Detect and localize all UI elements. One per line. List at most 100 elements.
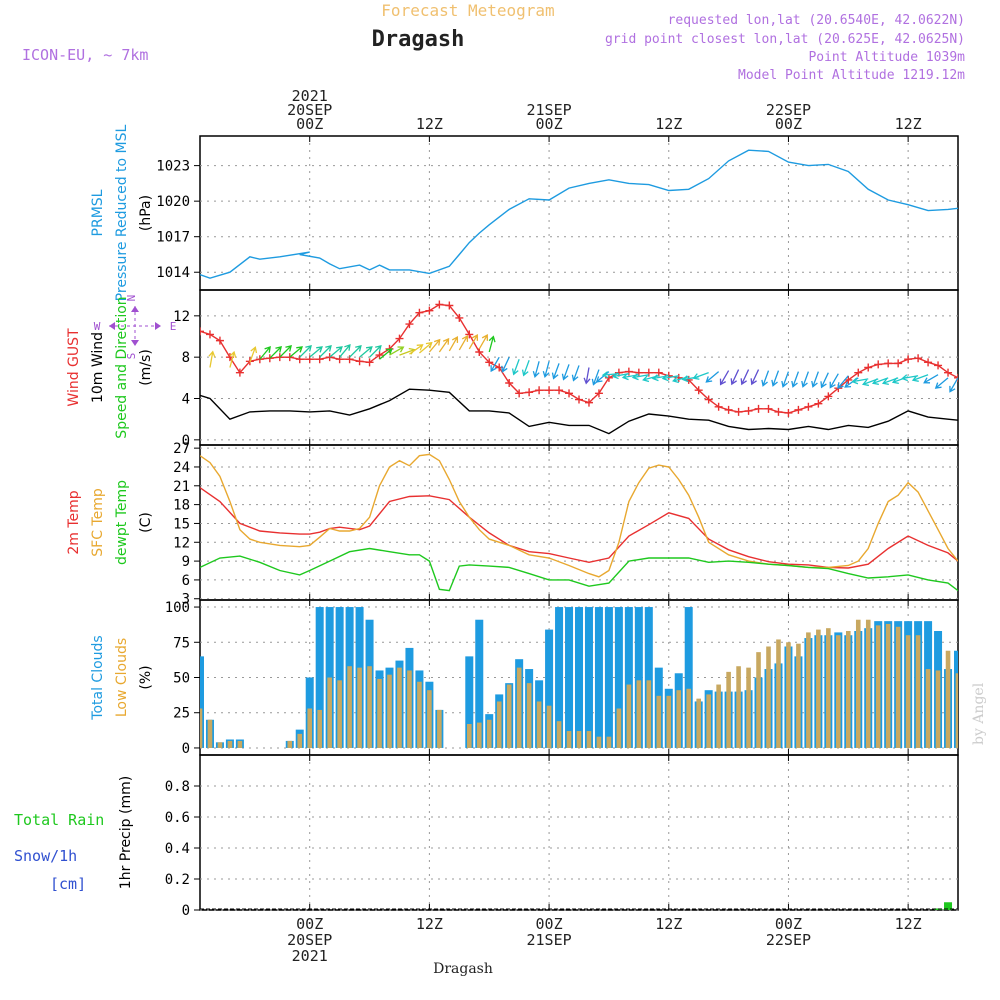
total-cloud-bar [315, 607, 324, 748]
y-axis-label: SFC Temp [90, 488, 106, 557]
gust-marker [235, 368, 244, 377]
low-cloud-bar [367, 666, 372, 748]
low-cloud-bar [656, 695, 662, 748]
wind-arrow [521, 360, 530, 377]
wind-arrow [871, 377, 889, 386]
wind-arrow [781, 371, 790, 388]
low-cloud-bar [536, 701, 542, 748]
low-cloud-bar [826, 628, 831, 748]
low-cloud-bar [626, 684, 632, 748]
total-cloud-bar [565, 607, 574, 748]
low-cloud-bar [217, 742, 223, 748]
y-axis-label: (hPa) [138, 195, 154, 231]
y-tick-label: 21 [173, 479, 190, 495]
low-cloud-bar [716, 684, 721, 748]
wind-arrow [208, 350, 216, 368]
low-cloud-bar [875, 625, 881, 748]
gust-marker [934, 361, 943, 370]
panel-frame [199, 289, 959, 446]
wind-arrow [949, 377, 958, 393]
gust-marker [784, 408, 793, 417]
low-cloud-bar [516, 667, 522, 748]
wind-arrow [811, 371, 819, 388]
low-cloud-bar [200, 708, 203, 748]
wind-arrow [791, 371, 800, 388]
total-cloud-bar [634, 607, 643, 748]
panel-frame [199, 754, 959, 911]
low-cloud-bar [407, 670, 412, 748]
low-cloud-bar [596, 736, 602, 748]
gust-marker [894, 359, 903, 368]
low-cloud-bar [476, 722, 482, 748]
gust-marker [405, 320, 414, 329]
low-cloud-bar [905, 635, 911, 748]
y-axis-label: 10m Wind [90, 332, 106, 403]
y-axis-label: Pressure Reduced to MSL [114, 124, 130, 301]
gust-marker [485, 358, 494, 367]
wind-arrow [532, 361, 540, 378]
low-cloud-bar [686, 688, 692, 748]
panel-1: 1014 1017 1020 1023 PRMSL Pressure Reduced to… [90, 124, 959, 301]
panel-2: 0 4 8 12 Wind GUST 10m Wind Speed and Directio… [66, 289, 959, 449]
panel-frame [199, 135, 959, 291]
total-cloud-bar [575, 607, 583, 748]
gust-marker [565, 389, 574, 398]
total-cloud-bar [614, 607, 623, 748]
compass-s: S [125, 353, 138, 360]
y-tick-label: 1020 [156, 194, 190, 210]
y-axis-label: (C) [138, 512, 154, 533]
model-altitude: Model Point Altitude 1219.12m [738, 68, 965, 83]
wind-arrow [829, 373, 839, 389]
panel-3: 3 6 9 12 15 18 21 24 27 2m Temp SFC Temp dewpt Temp… [66, 441, 959, 608]
low-cloud-bar [227, 740, 233, 748]
watermark: by Angel [971, 682, 987, 745]
wind-arrow [719, 370, 730, 386]
y-tick-label: 0.4 [165, 841, 190, 857]
top-time-label: 20SEP [287, 101, 332, 119]
top-time-label: 22SEP [766, 101, 811, 119]
gust-marker [794, 405, 803, 414]
wind-arrow [428, 338, 441, 353]
y-tick-label: 4 [182, 392, 190, 408]
gust-marker [425, 306, 434, 315]
wind-arrow [761, 370, 770, 387]
top-time-label: 00Z [296, 115, 323, 133]
gust-marker [555, 386, 564, 395]
gust-marker [545, 386, 554, 395]
low-cloud-bar [666, 695, 672, 748]
wind-arrow [911, 374, 929, 382]
low-cloud-bar [736, 666, 741, 748]
bottom-time-label: 00Z [775, 915, 802, 933]
gust-marker [864, 363, 873, 372]
wind-arrow [511, 359, 520, 376]
low-cloud-bar [726, 671, 731, 748]
low-cloud-bar [327, 677, 332, 748]
y-tick-label: 12 [173, 535, 190, 551]
y-tick-label: 1023 [156, 159, 190, 175]
top-time-label: 21SEP [527, 101, 572, 119]
panel-4: 0 25 50 75 100 Total Clouds Low Clouds (%) [90, 599, 959, 757]
wind-arrow [329, 346, 343, 358]
wind-arrow [438, 337, 450, 353]
wind-arrow [289, 346, 303, 358]
wind-arrow [561, 364, 570, 381]
y-tick-label: 18 [173, 498, 190, 514]
wind-arrow [309, 346, 323, 358]
low-cloud-bar [417, 681, 422, 748]
gust-marker [575, 395, 583, 404]
low-cloud-bar [885, 623, 891, 748]
bottom-time-label: 12Z [895, 915, 922, 933]
total-cloud-bar [684, 607, 693, 748]
compass-cross [109, 306, 161, 346]
gust-marker [694, 386, 703, 395]
wind-arrow [458, 334, 469, 351]
low-cloud-bar [486, 719, 492, 748]
gust-marker [525, 388, 534, 397]
bottom-time-label: 00Z [536, 915, 563, 933]
wind-arrow [488, 335, 496, 353]
low-cloud-bar [865, 619, 871, 748]
y-tick-label: 1017 [156, 230, 190, 246]
wind-arrow [409, 344, 424, 355]
wind-arrow [468, 333, 479, 350]
low-cloud-bar [347, 666, 352, 748]
